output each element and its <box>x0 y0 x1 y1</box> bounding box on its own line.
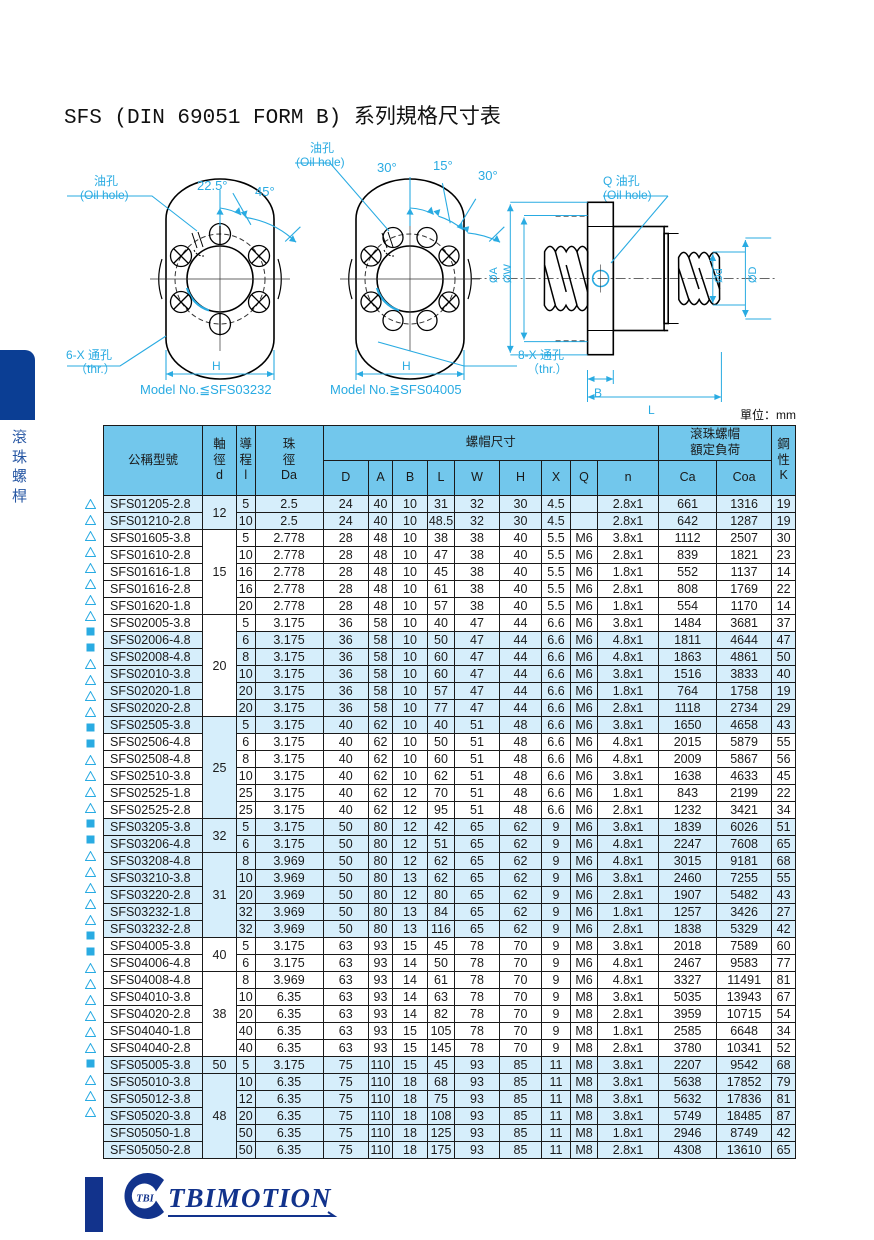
svg-text:Model No.≧SFS04005: Model No.≧SFS04005 <box>330 382 462 397</box>
svg-text:H: H <box>212 359 221 373</box>
svg-text:(Oil hole): (Oil hole) <box>296 155 345 169</box>
svg-text:Ød: Ød <box>713 268 725 283</box>
svg-text:(Oil hole): (Oil hole) <box>80 188 129 202</box>
svg-text:8-X 通孔: 8-X 通孔 <box>518 348 564 362</box>
svg-text:TBI: TBI <box>136 1194 154 1205</box>
svg-text:L: L <box>648 403 655 417</box>
svg-text:Q 油孔: Q 油孔 <box>603 174 640 188</box>
svg-text:ØA: ØA <box>488 266 500 283</box>
svg-text:（thr.）: （thr.） <box>527 362 568 376</box>
svg-text:(Oil hole): (Oil hole) <box>603 188 652 202</box>
svg-text:B: B <box>594 386 602 400</box>
svg-text:Model No.≦SFS03232: Model No.≦SFS03232 <box>140 382 272 397</box>
svg-text:H: H <box>402 359 411 373</box>
svg-text:6-X 通孔: 6-X 通孔 <box>66 348 112 362</box>
svg-text:油孔: 油孔 <box>310 141 334 155</box>
svg-text:30°: 30° <box>377 160 397 175</box>
svg-text:22.5°: 22.5° <box>197 178 228 193</box>
svg-text:45°: 45° <box>255 184 275 199</box>
svg-text:（thr.）: （thr.） <box>75 362 116 376</box>
svg-text:ØW: ØW <box>502 263 514 283</box>
svg-text:油孔: 油孔 <box>94 174 118 188</box>
svg-text:ØD: ØD <box>747 266 759 283</box>
svg-text:30°: 30° <box>478 168 498 183</box>
svg-text:15°: 15° <box>433 158 453 173</box>
